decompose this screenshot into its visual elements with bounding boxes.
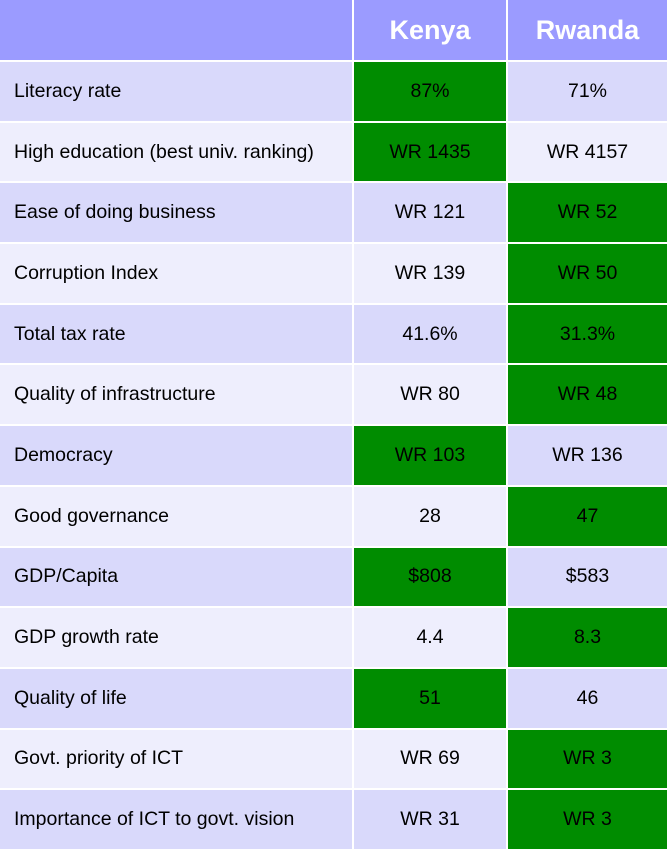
row-label: Ease of doing business	[0, 183, 352, 243]
row-label: Corruption Index	[0, 244, 352, 303]
kenya-value-cell: 28	[354, 486, 506, 546]
rwanda-value-cell: 8.3	[508, 608, 667, 667]
row-label: Quality of infrastructure	[0, 365, 352, 425]
row-label: Good governance	[0, 486, 352, 546]
kenya-value-cell: 87%	[354, 62, 506, 121]
header-rwanda: Rwanda	[508, 0, 667, 60]
kenya-value-cell: 4.4	[354, 608, 506, 667]
row-label: Govt. priority of ICT	[0, 729, 352, 789]
rwanda-value-cell: WR 50	[508, 244, 667, 303]
rwanda-value-cell: 71%	[508, 62, 667, 121]
row-label: Quality of life	[0, 668, 352, 728]
kenya-value-cell: WR 69	[354, 729, 506, 789]
row-label: GDP/Capita	[0, 547, 352, 607]
rwanda-value-cell: WR 4157	[508, 122, 667, 182]
row-label: Literacy rate	[0, 62, 352, 121]
rwanda-value-cell: WR 136	[508, 426, 667, 485]
kenya-value-cell: $808	[354, 547, 506, 607]
kenya-value-cell: WR 1435	[354, 122, 506, 182]
kenya-value-cell: 41.6%	[354, 304, 506, 364]
row-label: Total tax rate	[0, 304, 352, 364]
row-label: Democracy	[0, 426, 352, 485]
kenya-value-cell: WR 80	[354, 365, 506, 425]
rwanda-value-cell: WR 3	[508, 790, 667, 849]
rwanda-value-cell: 47	[508, 486, 667, 546]
rwanda-value-cell: WR 3	[508, 729, 667, 789]
row-label: High education (best univ. ranking)	[0, 122, 352, 182]
rwanda-value-cell: WR 48	[508, 365, 667, 425]
kenya-value-cell: WR 121	[354, 183, 506, 243]
header-kenya: Kenya	[354, 0, 506, 60]
rwanda-value-cell: 31.3%	[508, 304, 667, 364]
kenya-value-cell: WR 103	[354, 426, 506, 485]
kenya-value-cell: WR 31	[354, 790, 506, 849]
row-label: Importance of ICT to govt. vision	[0, 790, 352, 849]
kenya-value-cell: WR 139	[354, 244, 506, 303]
rwanda-value-cell: $583	[508, 547, 667, 607]
row-label: GDP growth rate	[0, 608, 352, 667]
rwanda-value-cell: WR 52	[508, 183, 667, 243]
header-blank-cell	[0, 0, 352, 60]
kenya-value-cell: 51	[354, 668, 506, 728]
rwanda-value-cell: 46	[508, 668, 667, 728]
